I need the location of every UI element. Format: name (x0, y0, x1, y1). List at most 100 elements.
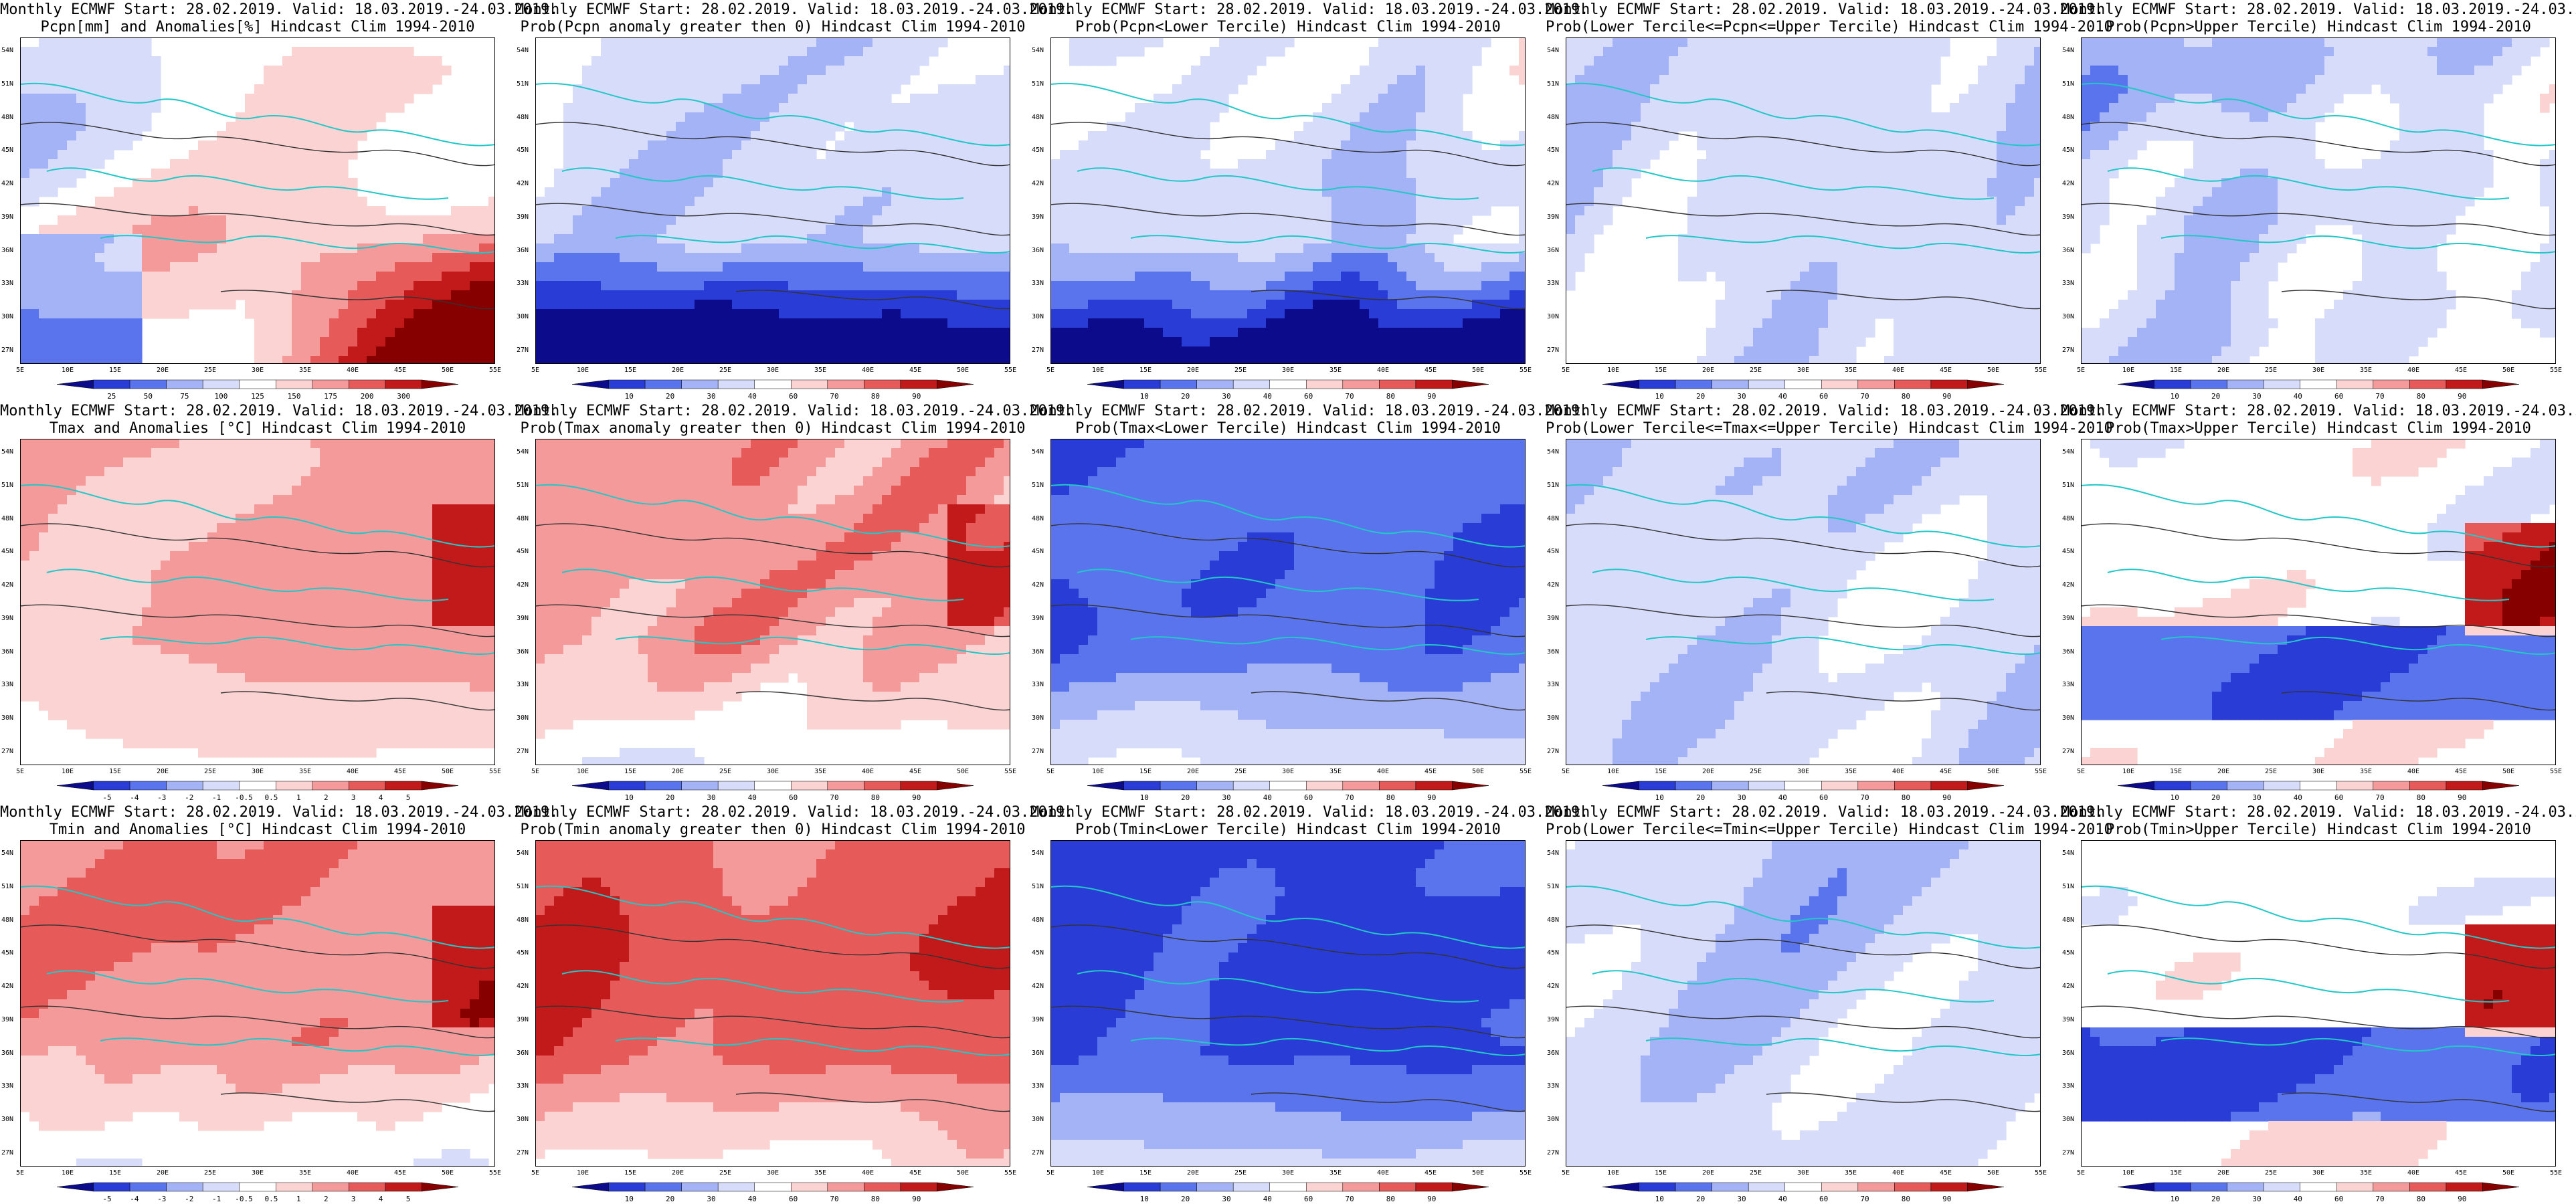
lat-label: 45N (1547, 146, 1559, 154)
map-panel-pcpn-prob-pos: Monthly ECMWF Start: 28.02.2019. Valid: … (515, 0, 1073, 401)
lat-label: 48N (1547, 114, 1559, 121)
colorbar-tick-label: 80 (1386, 793, 1395, 802)
colorbar-tick-label: 0.5 (265, 1195, 278, 1203)
colorbar-swatch (827, 781, 864, 791)
panel-title: Monthly ECMWF Start: 28.02.2019. Valid: … (515, 403, 1073, 437)
lat-label: 30N (1, 714, 13, 722)
contour-lines (1566, 924, 2041, 1112)
contour-lines (1566, 122, 2041, 310)
colorbar-swatch (791, 1182, 828, 1192)
colorbar-swatch (571, 379, 609, 389)
lon-label: 15E (624, 768, 636, 775)
lon-label: 5E (531, 1169, 539, 1177)
lat-label: 36N (1032, 648, 1044, 656)
colorbar-swatch (1712, 1182, 1749, 1192)
lat-label: 42N (1547, 581, 1559, 589)
lat-label: 42N (1, 180, 13, 187)
colorbar-swatch (166, 379, 203, 389)
colorbar-swatch (571, 1182, 609, 1192)
colorbar-tick-label: 90 (912, 1195, 921, 1203)
colorbar-tick-label: 10 (1140, 392, 1149, 401)
lat-label: 27N (1032, 1149, 1044, 1157)
lon-label: 30E (252, 768, 264, 775)
colorbar-tick-label: 90 (1427, 793, 1436, 802)
map-area (1050, 37, 1526, 364)
lat-label: 42N (1032, 180, 1044, 187)
colorbar-swatch (385, 781, 422, 791)
lat-label: 42N (517, 581, 529, 589)
colorbar-swatch (2446, 1182, 2483, 1192)
lat-label: 45N (1032, 949, 1044, 957)
lon-label: 30E (767, 1169, 779, 1177)
lon-label: 20E (672, 367, 684, 374)
colorbar-tick-label: 10 (1655, 392, 1664, 401)
colorbar-tick-label: 40 (1778, 793, 1787, 802)
panel-title: Monthly ECMWF Start: 28.02.2019. Valid: … (2061, 804, 2576, 839)
colorbar-tick-label: -5 (102, 1195, 111, 1203)
coastline (1050, 484, 1526, 656)
colorbar-swatch (1087, 781, 1124, 791)
colorbar-tick-label: 90 (2458, 392, 2466, 401)
colorbar-swatch (56, 1182, 94, 1192)
lat-label: 27N (2062, 346, 2074, 354)
lon-label: 40E (2407, 367, 2419, 374)
colorbar-swatch (608, 1182, 646, 1192)
lon-label: 15E (1655, 1169, 1667, 1177)
coastline (2081, 885, 2556, 1057)
lon-label: 50E (957, 768, 969, 775)
colorbar-tick-label: 40 (748, 793, 757, 802)
colorbar-swatch (1415, 781, 1453, 791)
lat-label: 33N (1032, 681, 1044, 688)
colorbar-swatch (93, 379, 130, 389)
colorbar-swatch (422, 379, 459, 389)
colorbar-swatch (644, 781, 682, 791)
colorbar-swatch (1269, 379, 1307, 389)
colorbar-swatch (1379, 379, 1416, 389)
colorbar-swatch (1087, 1182, 1124, 1192)
panel-title-line2: Prob(Lower Tercile<=Tmin<=Upper Tercile)… (1546, 821, 2113, 839)
lon-label: 45E (394, 768, 406, 775)
panel-title-line2: Prob(Tmax<Lower Tercile) Hindcast Clim 1… (1030, 420, 1546, 437)
colorbar-swatch (2300, 379, 2337, 389)
lon-label: 40E (1377, 768, 1389, 775)
colorbar-tick-label: 200 (361, 392, 374, 401)
colorbar-tick-label: 1 (296, 1195, 301, 1203)
colorbar-tick-label: 40 (748, 1195, 757, 1203)
colorbar-swatch (681, 379, 719, 389)
panel-title-line2: Prob(Lower Tercile<=Tmax<=Upper Tercile)… (1546, 420, 2113, 437)
lon-label: 20E (1702, 1169, 1714, 1177)
coastline (1566, 484, 2041, 656)
colorbar-tick-label: 80 (2417, 793, 2425, 802)
map-area (1566, 37, 2041, 364)
colorbar-tick-label: 2 (324, 793, 329, 802)
colorbar-tick-label: 40 (1778, 392, 1787, 401)
colorbar-swatch (2373, 379, 2410, 389)
lat-label: 54N (1032, 448, 1044, 456)
lon-label: 30E (252, 1169, 264, 1177)
colorbar-swatch (202, 781, 240, 791)
map-panel-tmin-prob-upper: Monthly ECMWF Start: 28.02.2019. Valid: … (2061, 803, 2576, 1204)
lat-label: 51N (517, 482, 529, 489)
map-panel-tmax-prob-upper: Monthly ECMWF Start: 28.02.2019. Valid: … (2061, 401, 2576, 803)
colorbar-swatch (129, 781, 167, 791)
lon-label: 25E (2265, 768, 2277, 775)
lon-label: 5E (16, 367, 24, 374)
lat-label: 27N (1, 1149, 13, 1157)
lat-label: 30N (1032, 1116, 1044, 1123)
lat-label: 51N (1547, 883, 1559, 890)
lon-label: 55E (489, 768, 501, 775)
colorbar-tick-label: 80 (1902, 1195, 1910, 1203)
map-panel-tmax-prob-pos: Monthly ECMWF Start: 28.02.2019. Valid: … (515, 401, 1073, 803)
lon-label: 15E (109, 1169, 121, 1177)
lat-label: 39N (1547, 615, 1559, 622)
colorbar-tick-label: 100 (215, 392, 228, 401)
colorbar-swatch (239, 379, 276, 389)
lon-label: 10E (2122, 1169, 2134, 1177)
lon-label: 10E (1607, 768, 1619, 775)
lat-label: 39N (1547, 1016, 1559, 1023)
lat-label: 27N (1547, 346, 1559, 354)
colorbar-swatch (644, 379, 682, 389)
colorbar-tick-label: 125 (251, 392, 264, 401)
lon-label: 35E (1329, 1169, 1342, 1177)
lon-label: 35E (1845, 768, 1857, 775)
